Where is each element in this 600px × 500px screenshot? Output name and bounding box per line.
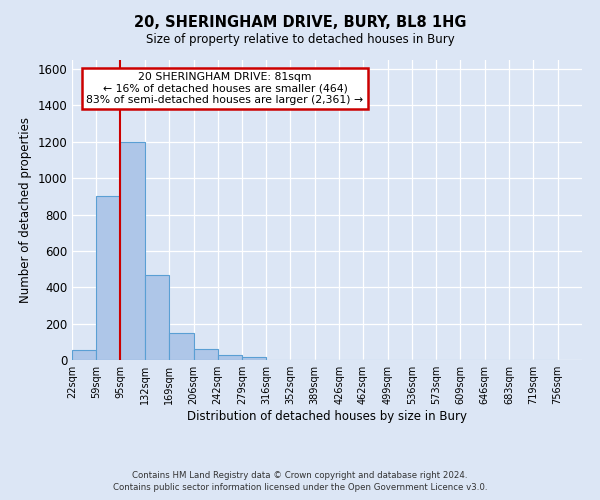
Bar [169, 332, 194, 360]
Text: 20, SHERINGHAM DRIVE, BURY, BL8 1HG: 20, SHERINGHAM DRIVE, BURY, BL8 1HG [134, 15, 466, 30]
Text: 20 SHERINGHAM DRIVE: 81sqm
← 16% of detached houses are smaller (464)
83% of sem: 20 SHERINGHAM DRIVE: 81sqm ← 16% of deta… [86, 72, 364, 105]
X-axis label: Distribution of detached houses by size in Bury: Distribution of detached houses by size … [187, 410, 467, 423]
Bar [97, 196, 121, 360]
Y-axis label: Number of detached properties: Number of detached properties [19, 117, 32, 303]
Bar [120, 142, 145, 360]
Bar [72, 350, 97, 360]
Bar [145, 274, 169, 360]
Bar [218, 354, 242, 360]
Text: Size of property relative to detached houses in Bury: Size of property relative to detached ho… [146, 32, 454, 46]
Bar [194, 349, 218, 360]
Text: Contains HM Land Registry data © Crown copyright and database right 2024.
Contai: Contains HM Land Registry data © Crown c… [113, 471, 487, 492]
Bar [242, 356, 266, 360]
